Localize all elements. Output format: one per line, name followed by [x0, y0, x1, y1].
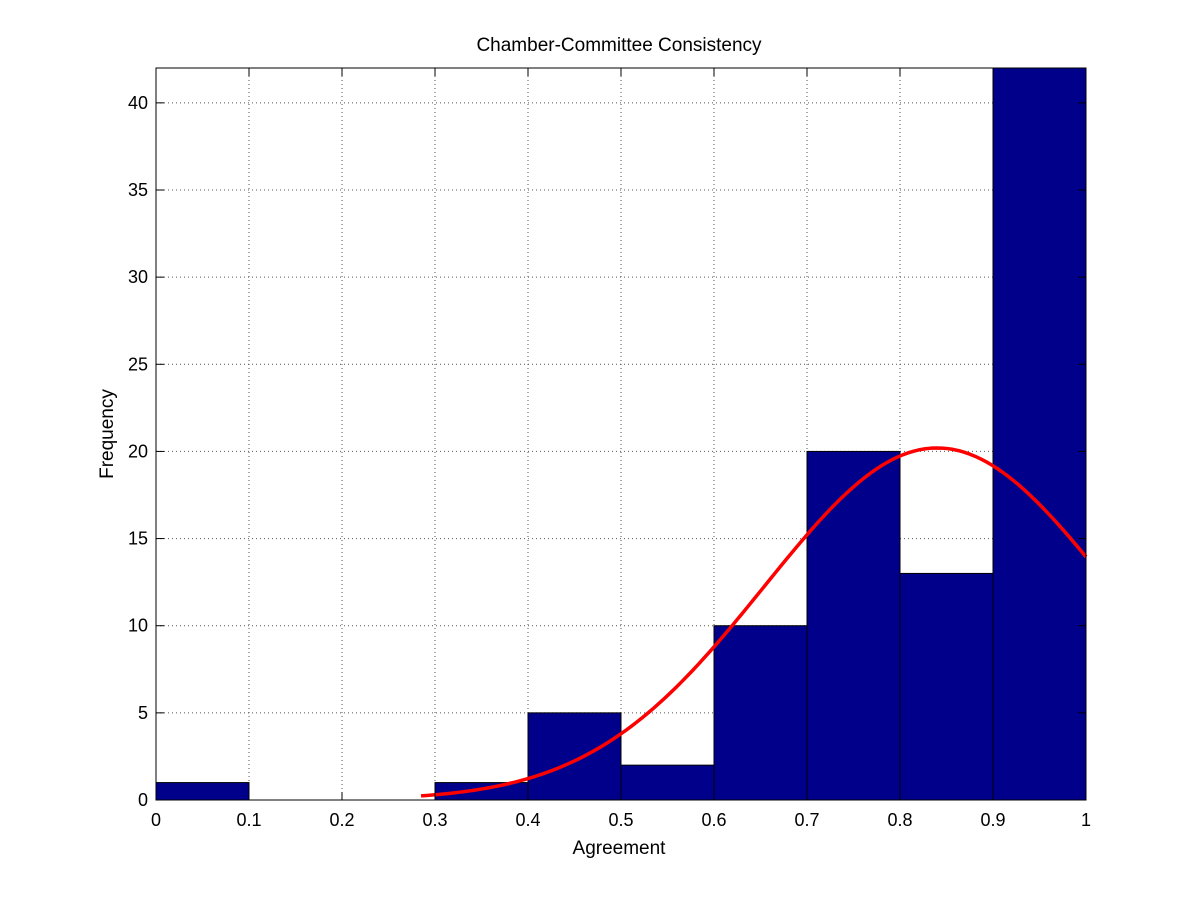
y-tick-label: 5: [138, 703, 148, 723]
histogram-bar: [899, 572, 994, 801]
x-tick-label: 0.1: [236, 810, 261, 830]
histogram-bar: [527, 712, 622, 801]
x-tick-label: 0.4: [515, 810, 540, 830]
x-tick-label: 0.7: [794, 810, 819, 830]
y-tick-label: 30: [128, 267, 148, 287]
histogram-bar: [992, 67, 1087, 801]
x-tick-label: 0.5: [608, 810, 633, 830]
x-tick-label: 0.3: [422, 810, 447, 830]
y-tick-label: 15: [128, 529, 148, 549]
y-tick-label: 40: [128, 93, 148, 113]
fit-curve-layer: [420, 446, 1088, 798]
histogram-bar: [434, 782, 529, 801]
histogram-bar: [806, 450, 901, 801]
y-axis-label: Frequency: [97, 389, 118, 479]
x-tick-label: 0.6: [701, 810, 726, 830]
x-tick-label: 0.8: [887, 810, 912, 830]
x-tick-label: 0: [151, 810, 161, 830]
y-tick-label: 0: [138, 790, 148, 810]
histogram-bars: [155, 67, 1087, 801]
y-tick-label: 25: [128, 354, 148, 374]
histogram-bar: [620, 764, 715, 801]
y-tick-label: 35: [128, 180, 148, 200]
histogram-bar: [713, 625, 808, 801]
x-tick-label: 0.2: [329, 810, 354, 830]
x-tick-label: 0.9: [980, 810, 1005, 830]
x-axis-label: Agreement: [573, 838, 667, 859]
normal-fit-curve: [420, 446, 1088, 798]
x-tick-label: 1: [1081, 810, 1091, 830]
y-tick-label: 20: [128, 441, 148, 461]
chart-title: Chamber-Committee Consistency: [476, 35, 762, 56]
axes: [155, 67, 1087, 801]
tick-labels: 0 0.1 0.2 0.3 0.4 0.5 0.6 0.7 0.8 0.9 105101520253…: [128, 93, 1091, 830]
y-tick-label: 10: [128, 616, 148, 636]
histogram-bar: [155, 782, 250, 801]
